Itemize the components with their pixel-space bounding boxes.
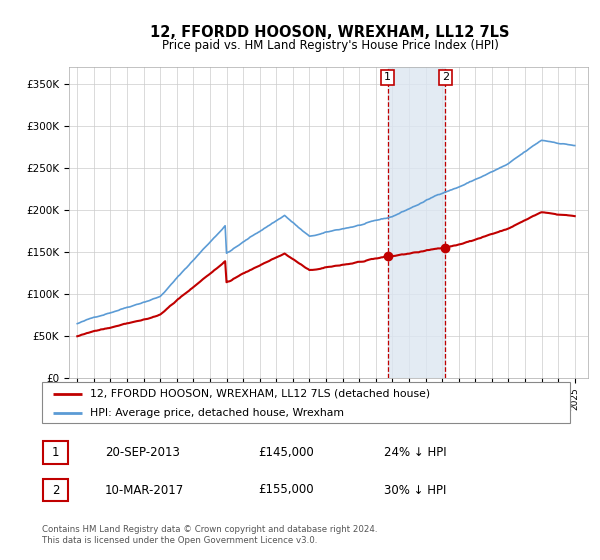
Text: 30% ↓ HPI: 30% ↓ HPI [384, 483, 446, 497]
Text: 10-MAR-2017: 10-MAR-2017 [105, 483, 184, 497]
Text: Contains HM Land Registry data © Crown copyright and database right 2024.
This d: Contains HM Land Registry data © Crown c… [42, 525, 377, 545]
Text: £145,000: £145,000 [258, 446, 314, 459]
Text: 20-SEP-2013: 20-SEP-2013 [105, 446, 180, 459]
Text: 12, FFORDD HOOSON, WREXHAM, LL12 7LS (detached house): 12, FFORDD HOOSON, WREXHAM, LL12 7LS (de… [89, 389, 430, 399]
Text: 2: 2 [442, 72, 449, 82]
Text: £155,000: £155,000 [258, 483, 314, 497]
Text: 12, FFORDD HOOSON, WREXHAM, LL12 7LS: 12, FFORDD HOOSON, WREXHAM, LL12 7LS [150, 25, 510, 40]
Text: 2: 2 [52, 483, 59, 497]
Text: HPI: Average price, detached house, Wrexham: HPI: Average price, detached house, Wrex… [89, 408, 344, 418]
Text: 1: 1 [52, 446, 59, 459]
Text: Price paid vs. HM Land Registry's House Price Index (HPI): Price paid vs. HM Land Registry's House … [161, 39, 499, 52]
Text: 1: 1 [384, 72, 391, 82]
Text: 24% ↓ HPI: 24% ↓ HPI [384, 446, 446, 459]
Bar [388, 67, 445, 378]
